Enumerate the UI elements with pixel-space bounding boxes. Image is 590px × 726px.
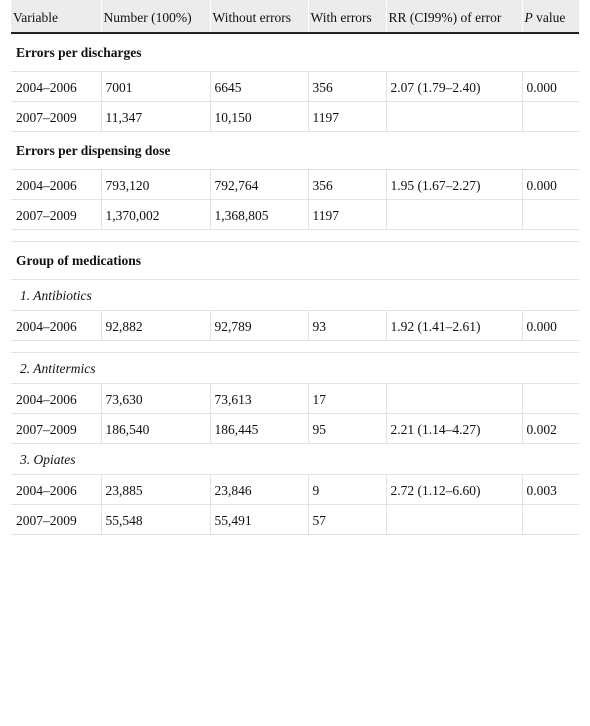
spacer-row [11,340,579,353]
table-row: 2007–2009 186,540 186,445 95 2.21 (1.14–… [11,413,579,444]
cell-period: 2004–2006 [11,310,101,341]
cell-period: 2004–2006 [11,474,101,505]
header-rr: RR (CI99%) of error [385,0,522,34]
cell-period: 2007–2009 [11,413,101,444]
header-p-value: P value [521,0,579,34]
cell-p-value [521,101,579,132]
cell-number: 23,885 [100,474,210,505]
table-row: 2004–2006 7001 6645 356 2.07 (1.79–2.40)… [11,71,579,102]
cell-number: 1,370,002 [100,199,210,230]
header-without-errors: Without errors [209,0,308,34]
cell-rr [385,199,522,230]
subsection-row: 1. Antibiotics [11,279,579,311]
cell-with-errors: 1197 [307,101,386,132]
section-title-discharges: Errors per discharges [11,33,579,72]
header-p-letter: P [524,10,533,25]
table-row: 2004–2006 23,885 23,846 9 2.72 (1.12–6.6… [11,474,579,505]
cell-number: 793,120 [100,169,210,200]
cell-number: 11,347 [100,101,210,132]
cell-p-value: 0.003 [521,474,579,505]
cell-period: 2004–2006 [11,71,101,102]
cell-p-value [521,504,579,535]
table-row: 2007–2009 55,548 55,491 57 [11,504,579,535]
table-row: 2004–2006 793,120 792,764 356 1.95 (1.67… [11,169,579,200]
section-row: Errors per discharges [11,33,579,72]
subsection-title-antibiotics: 1. Antibiotics [11,279,579,311]
section-row: Group of medications [11,241,579,280]
cell-number: 7001 [100,71,210,102]
cell-with-errors: 9 [307,474,386,505]
cell-number: 55,548 [100,504,210,535]
table-row: 2004–2006 92,882 92,789 93 1.92 (1.41–2.… [11,310,579,341]
cell-with-errors: 356 [307,71,386,102]
subsection-row: 2. Antitermics [11,352,579,384]
cell-with-errors: 356 [307,169,386,200]
cell-p-value [521,383,579,414]
cell-p-value [521,199,579,230]
subsection-title-opiates: 3. Opiates [11,443,579,475]
cell-without-errors: 73,613 [209,383,308,414]
section-title-groups: Group of medications [11,241,579,280]
cell-period: 2007–2009 [11,504,101,535]
section-row: Errors per dispensing dose [11,131,579,170]
cell-number: 92,882 [100,310,210,341]
cell-without-errors: 55,491 [209,504,308,535]
cell-period: 2007–2009 [11,199,101,230]
cell-rr: 1.92 (1.41–2.61) [385,310,522,341]
cell-rr: 2.07 (1.79–2.40) [385,71,522,102]
cell-period: 2004–2006 [11,169,101,200]
header-row: Variable Number (100%) Without errors Wi… [11,0,579,34]
table-row: 2007–2009 11,347 10,150 1197 [11,101,579,132]
cell-p-value: 0.002 [521,413,579,444]
spacer-cell [11,229,579,242]
cell-without-errors: 10,150 [209,101,308,132]
cell-with-errors: 95 [307,413,386,444]
cell-rr [385,504,522,535]
cell-without-errors: 92,789 [209,310,308,341]
cell-p-value: 0.000 [521,71,579,102]
section-title-dose: Errors per dispensing dose [11,131,579,170]
cell-rr: 2.72 (1.12–6.60) [385,474,522,505]
cell-without-errors: 186,445 [209,413,308,444]
cell-without-errors: 1,368,805 [209,199,308,230]
cell-p-value: 0.000 [521,169,579,200]
medication-errors-table: Variable Number (100%) Without errors Wi… [11,0,579,535]
cell-with-errors: 57 [307,504,386,535]
table-row: 2007–2009 1,370,002 1,368,805 1197 [11,199,579,230]
header-p-rest: value [532,10,566,25]
cell-with-errors: 17 [307,383,386,414]
cell-with-errors: 1197 [307,199,386,230]
cell-rr [385,101,522,132]
subsection-row: 3. Opiates [11,443,579,475]
cell-with-errors: 93 [307,310,386,341]
header-with-errors: With errors [307,0,386,34]
cell-without-errors: 6645 [209,71,308,102]
cell-rr [385,383,522,414]
subsection-title-antitermics: 2. Antitermics [11,352,579,384]
header-number: Number (100%) [100,0,210,34]
header-variable: Variable [11,0,101,34]
cell-number: 73,630 [100,383,210,414]
spacer-cell [11,340,579,353]
cell-period: 2004–2006 [11,383,101,414]
cell-rr: 2.21 (1.14–4.27) [385,413,522,444]
cell-without-errors: 792,764 [209,169,308,200]
table-row: 2004–2006 73,630 73,613 17 [11,383,579,414]
cell-p-value: 0.000 [521,310,579,341]
spacer-row [11,229,579,242]
cell-rr: 1.95 (1.67–2.27) [385,169,522,200]
cell-without-errors: 23,846 [209,474,308,505]
cell-period: 2007–2009 [11,101,101,132]
cell-number: 186,540 [100,413,210,444]
